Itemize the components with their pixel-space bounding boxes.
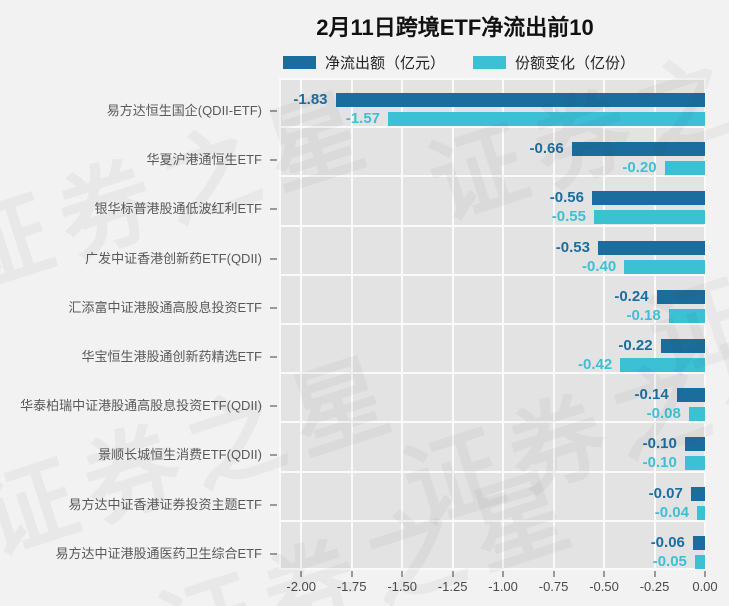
x-axis-tick	[653, 571, 656, 577]
net-outflow-bar	[660, 339, 705, 353]
net-outflow-bar-value-label: -0.14	[634, 386, 669, 404]
gridline-horizontal	[279, 78, 705, 80]
share-change-bar-value-label: -0.08	[646, 405, 681, 423]
legend: 净流出额（亿元） 份额变化（亿份）	[283, 52, 663, 73]
x-axis-tick	[300, 571, 303, 577]
net-outflow-bar	[656, 289, 705, 304]
category-tick	[270, 306, 277, 309]
share-change-bar-value-label: -0.42	[578, 356, 613, 373]
share-change-bar-value-label: -0.10	[642, 454, 677, 472]
x-axis-tick-label: -1.50	[387, 579, 417, 594]
share-change-bar	[684, 456, 705, 471]
share-change-bar-value-label: -0.40	[582, 257, 617, 275]
category-tick	[270, 110, 277, 112]
category-label: 汇添富中证港股通高股息投资ETF	[68, 299, 262, 315]
gridline-horizontal	[279, 470, 705, 473]
category-tick	[270, 356, 277, 358]
net-outflow-bar-value-label: -0.66	[529, 140, 564, 158]
plot-area: -1.83 -1.57 -0.66 -0.20 -0.56 -0.55 -0.53 -0.40…	[279, 78, 706, 570]
chart-title: 2月11日跨境ETF净流出前10	[316, 15, 594, 40]
share-change-bar	[688, 407, 705, 422]
net-outflow-bar	[676, 388, 705, 403]
legend-swatch-net-outflow	[283, 56, 316, 69]
share-change-bar-value-label: -0.20	[622, 159, 657, 177]
net-outflow-bar-value-label: -0.07	[648, 484, 683, 502]
x-axis-tick	[502, 571, 505, 577]
net-outflow-bar-value-label: -0.06	[650, 533, 685, 551]
share-change-bar-value-label: -0.04	[654, 503, 689, 521]
net-outflow-bar-value-label: -0.53	[555, 238, 590, 256]
gridline-horizontal	[279, 372, 705, 375]
share-change-bar	[624, 259, 705, 274]
x-axis-tick-label: -0.75	[538, 579, 569, 594]
gridline-horizontal	[279, 273, 705, 276]
x-axis-tick	[401, 571, 404, 577]
net-outflow-bar	[690, 486, 705, 501]
net-outflow-bar	[684, 437, 705, 452]
net-outflow-bar	[598, 240, 705, 255]
category-label: 易方达中证香港证券投资主题ETF	[68, 496, 262, 512]
category-label: 易方达中证港股通医药卫生综合ETF	[55, 545, 262, 561]
category-tick	[270, 454, 277, 457]
gridline-horizontal	[279, 224, 705, 227]
x-axis-tick-label: -1.00	[488, 579, 518, 594]
category-label: 华泰柏瑞中证港股通高股息投资ETF(QDII)	[20, 398, 262, 414]
category-tick	[270, 257, 277, 260]
share-change-bar	[668, 308, 705, 323]
category-label: 银华标普港股通低波红利ETF	[94, 201, 262, 217]
category-label: 华宝恒生港股通创新药精选ETF	[81, 349, 262, 364]
net-outflow-bar-value-label: -0.24	[614, 287, 649, 305]
net-outflow-bar-value-label: -0.22	[618, 337, 653, 354]
net-outflow-bar	[591, 191, 705, 206]
gridline-horizontal	[279, 421, 705, 424]
gridline-vertical	[704, 78, 706, 570]
net-outflow-bar-value-label: -0.10	[642, 435, 677, 453]
gridline-horizontal	[279, 519, 705, 522]
net-outflow-bar	[692, 535, 705, 550]
net-outflow-bar	[335, 93, 705, 107]
net-outflow-bar-value-label: -1.83	[293, 91, 328, 108]
category-tick	[270, 405, 277, 408]
category-tick	[270, 503, 277, 506]
share-change-bar-value-label: -0.05	[652, 552, 687, 570]
x-axis-tick	[552, 571, 555, 577]
legend-label-share-change: 份额变化（亿份）	[515, 55, 636, 72]
category-label: 广发中证香港创新药ETF(QDII)	[85, 250, 262, 266]
share-change-bar	[696, 505, 705, 520]
x-axis-tick-label: -1.25	[437, 579, 468, 594]
gridline-horizontal	[279, 323, 705, 325]
share-change-bar-value-label: -0.55	[551, 208, 586, 226]
gridline-horizontal	[279, 126, 705, 129]
legend-label-net-outflow: 净流出额（亿元）	[325, 55, 446, 72]
share-change-bar	[694, 554, 705, 569]
category-label: 易方达恒生国企(QDII-ETF)	[106, 103, 262, 118]
x-axis-tick-label: -1.75	[336, 579, 367, 594]
x-axis-tick-label: 0.00	[692, 579, 718, 594]
share-change-bar-value-label: -0.18	[626, 306, 661, 324]
share-change-bar	[593, 210, 705, 225]
net-outflow-bar	[571, 142, 705, 157]
category-label: 景顺长城恒生消费ETF(QDII)	[98, 447, 262, 463]
gridline-horizontal	[279, 568, 705, 570]
share-change-bar	[620, 358, 705, 372]
share-change-bar	[388, 112, 705, 126]
share-change-bar	[664, 161, 705, 176]
net-outflow-bar-value-label: -0.56	[549, 189, 584, 207]
x-axis-tick-label: -2.00	[286, 579, 317, 594]
x-axis-tick	[350, 571, 353, 577]
x-axis-tick	[603, 571, 606, 577]
x-axis-tick	[451, 571, 454, 577]
share-change-bar-value-label: -1.57	[345, 110, 381, 127]
category-tick	[270, 552, 277, 555]
category-tick	[270, 208, 277, 211]
gridline-horizontal	[279, 175, 705, 178]
x-axis-tick	[704, 571, 706, 577]
category-tick	[270, 159, 277, 162]
x-axis-tick-label: -0.50	[589, 579, 619, 594]
category-label: 华夏沪港通恒生ETF	[146, 152, 262, 168]
legend-swatch-share-change	[473, 56, 507, 69]
x-axis-tick-label: -0.25	[639, 579, 670, 594]
